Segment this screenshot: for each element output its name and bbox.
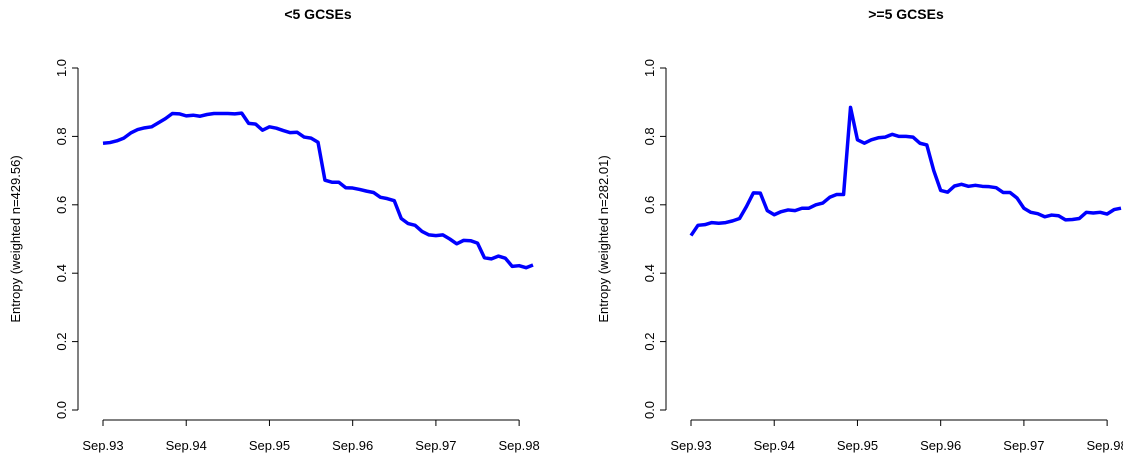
y-tick-label: 0.0 — [642, 401, 657, 419]
y-axis-label: Entropy (weighted n=429.56) — [8, 155, 23, 322]
y-tick-label: 0.2 — [54, 333, 69, 351]
x-tick-label: Sep.95 — [249, 438, 290, 453]
x-tick-label: Sep.96 — [920, 438, 961, 453]
y-tick-label: 0.6 — [54, 196, 69, 214]
x-tick-label: Sep.95 — [837, 438, 878, 453]
chart-title: <5 GCSEs — [284, 6, 352, 22]
line-series — [689, 105, 1122, 237]
y-tick-label: 0.8 — [54, 127, 69, 145]
y-tick-label: 1.0 — [642, 59, 657, 77]
x-tick-label: Sep.96 — [332, 438, 373, 453]
x-tick-label: Sep.97 — [1003, 438, 1044, 453]
y-tick-label: 0.2 — [642, 333, 657, 351]
y-tick-label: 0.6 — [642, 196, 657, 214]
x-tick-label: Sep.93 — [82, 438, 123, 453]
y-tick-label: 0.8 — [642, 127, 657, 145]
x-tick-label: Sep.97 — [415, 438, 456, 453]
x-tick-label: Sep.94 — [754, 438, 795, 453]
x-tick-label: Sep.94 — [166, 438, 207, 453]
y-tick-label: 1.0 — [54, 59, 69, 77]
x-tick-label: Sep.98 — [1087, 438, 1123, 453]
chart-title: >=5 GCSEs — [868, 6, 944, 22]
y-axis-label: Entropy (weighted n=282.01) — [596, 155, 611, 322]
x-tick-label: Sep.98 — [499, 438, 540, 453]
x-tick-label: Sep.93 — [670, 438, 711, 453]
y-tick-label: 0.0 — [54, 401, 69, 419]
y-tick-label: 0.4 — [54, 264, 69, 282]
line-series — [102, 111, 534, 270]
y-tick-label: 0.4 — [642, 264, 657, 282]
